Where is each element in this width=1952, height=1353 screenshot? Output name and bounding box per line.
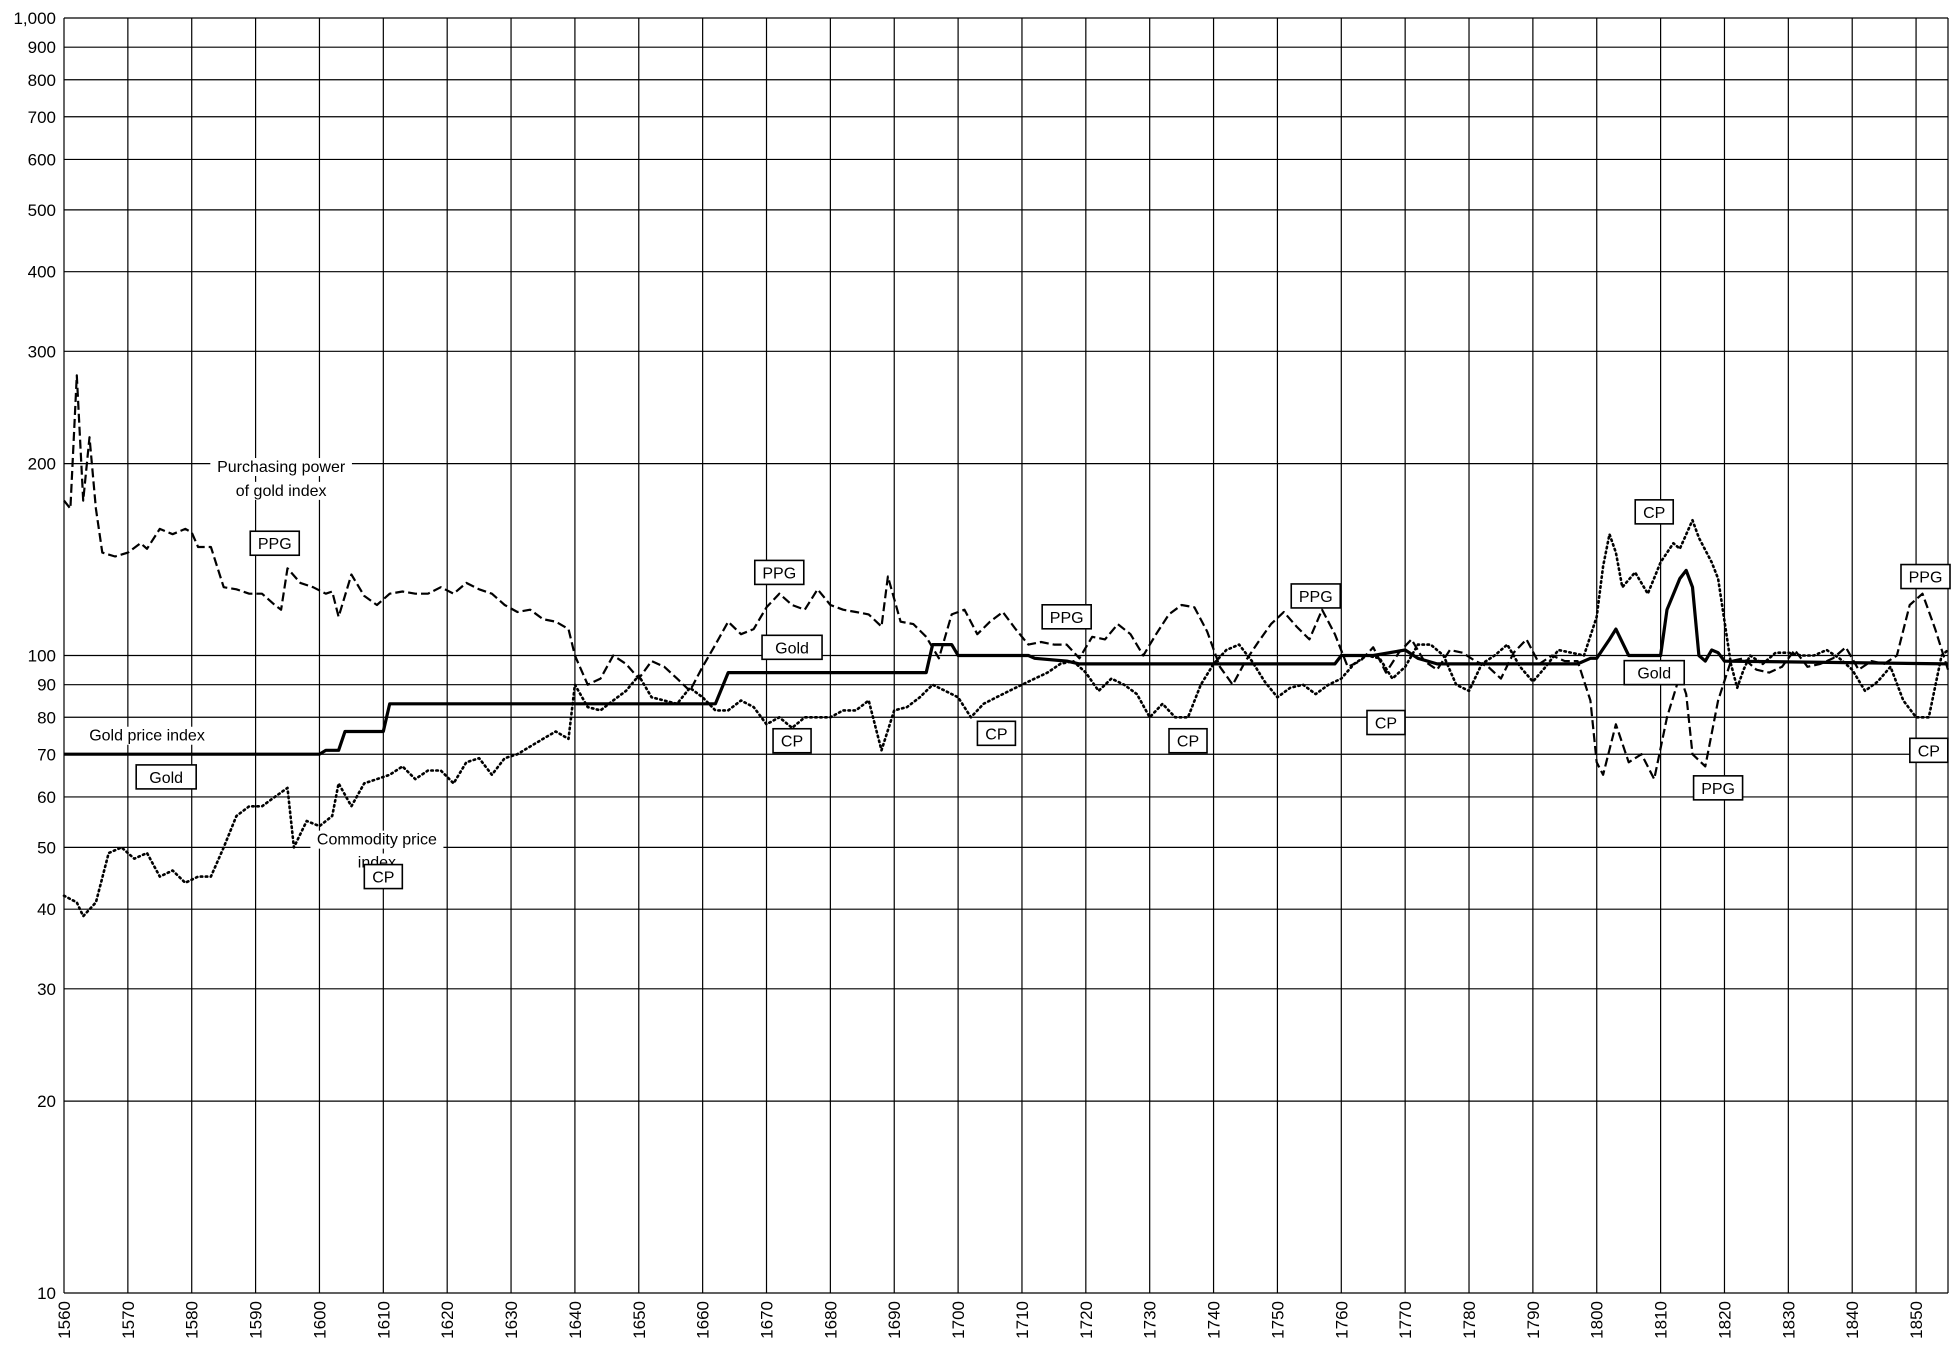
x-tick-label: 1680 bbox=[821, 1301, 840, 1339]
box-label-frame bbox=[772, 727, 812, 754]
y-tick-label: 400 bbox=[28, 263, 56, 282]
y-tick-label: 800 bbox=[28, 71, 56, 90]
commodity-price-line bbox=[62, 518, 1950, 918]
box-label-frame bbox=[1041, 604, 1092, 630]
y-tick-label: 40 bbox=[37, 900, 56, 919]
annotation-bg bbox=[76, 726, 218, 745]
box-label-frame bbox=[1168, 727, 1208, 754]
x-tick-label: 1740 bbox=[1205, 1301, 1224, 1339]
box-label-frame bbox=[976, 720, 1017, 747]
x-tick-labels: 1560 1570 1580 1590 1600 1610 1620 1630 1640 1650… bbox=[55, 1301, 1926, 1339]
box-label-text: PPG bbox=[1050, 610, 1084, 627]
box-label-text: CP bbox=[985, 726, 1007, 743]
x-tick-label: 1810 bbox=[1652, 1301, 1671, 1339]
y-tick-label: 600 bbox=[28, 150, 56, 169]
box-label-text: CP bbox=[1375, 716, 1397, 733]
x-tick-label: 1720 bbox=[1077, 1301, 1096, 1339]
box-label-text: PPG bbox=[1299, 589, 1333, 606]
box-label-frame bbox=[1909, 737, 1949, 764]
y-tick-labels: 10 20 30 40 50 60 70 80 90 100 200 300 400 500 600 700 8… bbox=[13, 9, 56, 1303]
box-label-text: PPG bbox=[1701, 781, 1735, 798]
box-label-text: CP bbox=[781, 734, 803, 751]
box-label-text: PPG bbox=[1909, 570, 1943, 587]
box-label-text: PPG bbox=[762, 565, 796, 582]
box-label-frame bbox=[1634, 499, 1675, 525]
box-label-text: CP bbox=[1918, 743, 1940, 760]
x-tick-label: 1700 bbox=[949, 1301, 968, 1339]
y-tick-label: 1,000 bbox=[13, 9, 56, 28]
y-tick-label: 30 bbox=[37, 980, 56, 999]
x-tick-label: 1600 bbox=[310, 1301, 329, 1339]
box-labels-group: PPG Gold CP PPG Gold CP CP PPG CP PPG CP CP Gold PPG P… bbox=[135, 499, 1951, 890]
x-tick-label: 1730 bbox=[1141, 1301, 1160, 1339]
x-tick-label: 1790 bbox=[1524, 1301, 1543, 1339]
box-label-text: CP bbox=[1643, 505, 1665, 522]
x-tick-label: 1640 bbox=[566, 1301, 585, 1339]
x-tick-label: 1710 bbox=[1013, 1301, 1032, 1339]
annotations-group: Purchasing power of gold index Gold price … bbox=[76, 458, 444, 872]
y-tick-label: 60 bbox=[37, 788, 56, 807]
grid bbox=[63, 17, 1949, 1294]
annotation-text: Purchasing power bbox=[217, 459, 346, 476]
x-tick-label: 1760 bbox=[1332, 1301, 1351, 1339]
y-tick-label: 50 bbox=[37, 838, 56, 857]
x-tick-label: 1840 bbox=[1843, 1301, 1862, 1339]
gold-price-line bbox=[64, 568, 1949, 756]
box-label-frame bbox=[1623, 659, 1686, 686]
x-tick-label: 1670 bbox=[758, 1301, 777, 1339]
box-label-frame bbox=[1366, 709, 1406, 736]
x-tick-label: 1750 bbox=[1268, 1301, 1287, 1339]
y-tick-label: 10 bbox=[37, 1284, 56, 1303]
annotation-text: of gold index bbox=[236, 483, 327, 500]
purchasing-power-line bbox=[63, 374, 1950, 781]
box-label-text: Gold bbox=[149, 770, 183, 787]
y-tick-label: 100 bbox=[28, 647, 56, 666]
x-tick-label: 1630 bbox=[502, 1301, 521, 1339]
box-label-text: PPG bbox=[258, 536, 292, 553]
annotation-bg bbox=[223, 481, 340, 500]
y-tick-label: 70 bbox=[37, 745, 56, 764]
box-label-frame bbox=[1290, 583, 1342, 609]
x-tick-label: 1830 bbox=[1779, 1301, 1798, 1339]
y-tick-label: 900 bbox=[28, 38, 56, 57]
annotation-bg bbox=[310, 830, 444, 849]
x-tick-label: 1650 bbox=[630, 1301, 649, 1339]
y-tick-label: 200 bbox=[28, 455, 56, 474]
x-tick-label: 1780 bbox=[1460, 1301, 1479, 1339]
x-tick-label: 1580 bbox=[183, 1301, 202, 1339]
box-label-frame bbox=[1900, 563, 1951, 590]
x-tick-label: 1560 bbox=[55, 1301, 74, 1339]
annotation-text: Gold price index bbox=[89, 728, 205, 745]
x-tick-label: 1590 bbox=[247, 1301, 266, 1339]
annotation-text: Commodity price bbox=[317, 832, 437, 849]
y-tick-label: 80 bbox=[37, 708, 56, 727]
box-label-frame bbox=[1692, 775, 1744, 801]
box-label-frame bbox=[135, 764, 197, 790]
box-label-text: Gold bbox=[1637, 666, 1671, 683]
box-label-frame bbox=[363, 863, 404, 890]
y-tick-label: 700 bbox=[28, 108, 56, 127]
box-label-text: Gold bbox=[775, 640, 809, 657]
series-group bbox=[62, 374, 1950, 918]
box-label-frame bbox=[249, 530, 301, 557]
box-label-frame bbox=[753, 559, 805, 586]
x-tick-label: 1620 bbox=[438, 1301, 457, 1339]
x-tick-label: 1800 bbox=[1588, 1301, 1607, 1339]
box-label-text: CP bbox=[372, 870, 394, 887]
x-tick-label: 1850 bbox=[1907, 1301, 1926, 1339]
annotation-bg bbox=[210, 458, 352, 477]
x-tick-label: 1820 bbox=[1715, 1301, 1734, 1339]
x-tick-label: 1770 bbox=[1396, 1301, 1415, 1339]
y-tick-label: 20 bbox=[37, 1092, 56, 1111]
y-tick-label: 300 bbox=[28, 342, 56, 361]
x-tick-label: 1690 bbox=[885, 1301, 904, 1339]
x-tick-label: 1570 bbox=[119, 1301, 138, 1339]
x-tick-label: 1610 bbox=[374, 1301, 393, 1339]
y-tick-label: 90 bbox=[37, 676, 56, 695]
y-tick-label: 500 bbox=[28, 201, 56, 220]
x-tick-label: 1660 bbox=[694, 1301, 713, 1339]
box-label-frame bbox=[761, 634, 823, 661]
box-label-text: CP bbox=[1177, 734, 1199, 751]
